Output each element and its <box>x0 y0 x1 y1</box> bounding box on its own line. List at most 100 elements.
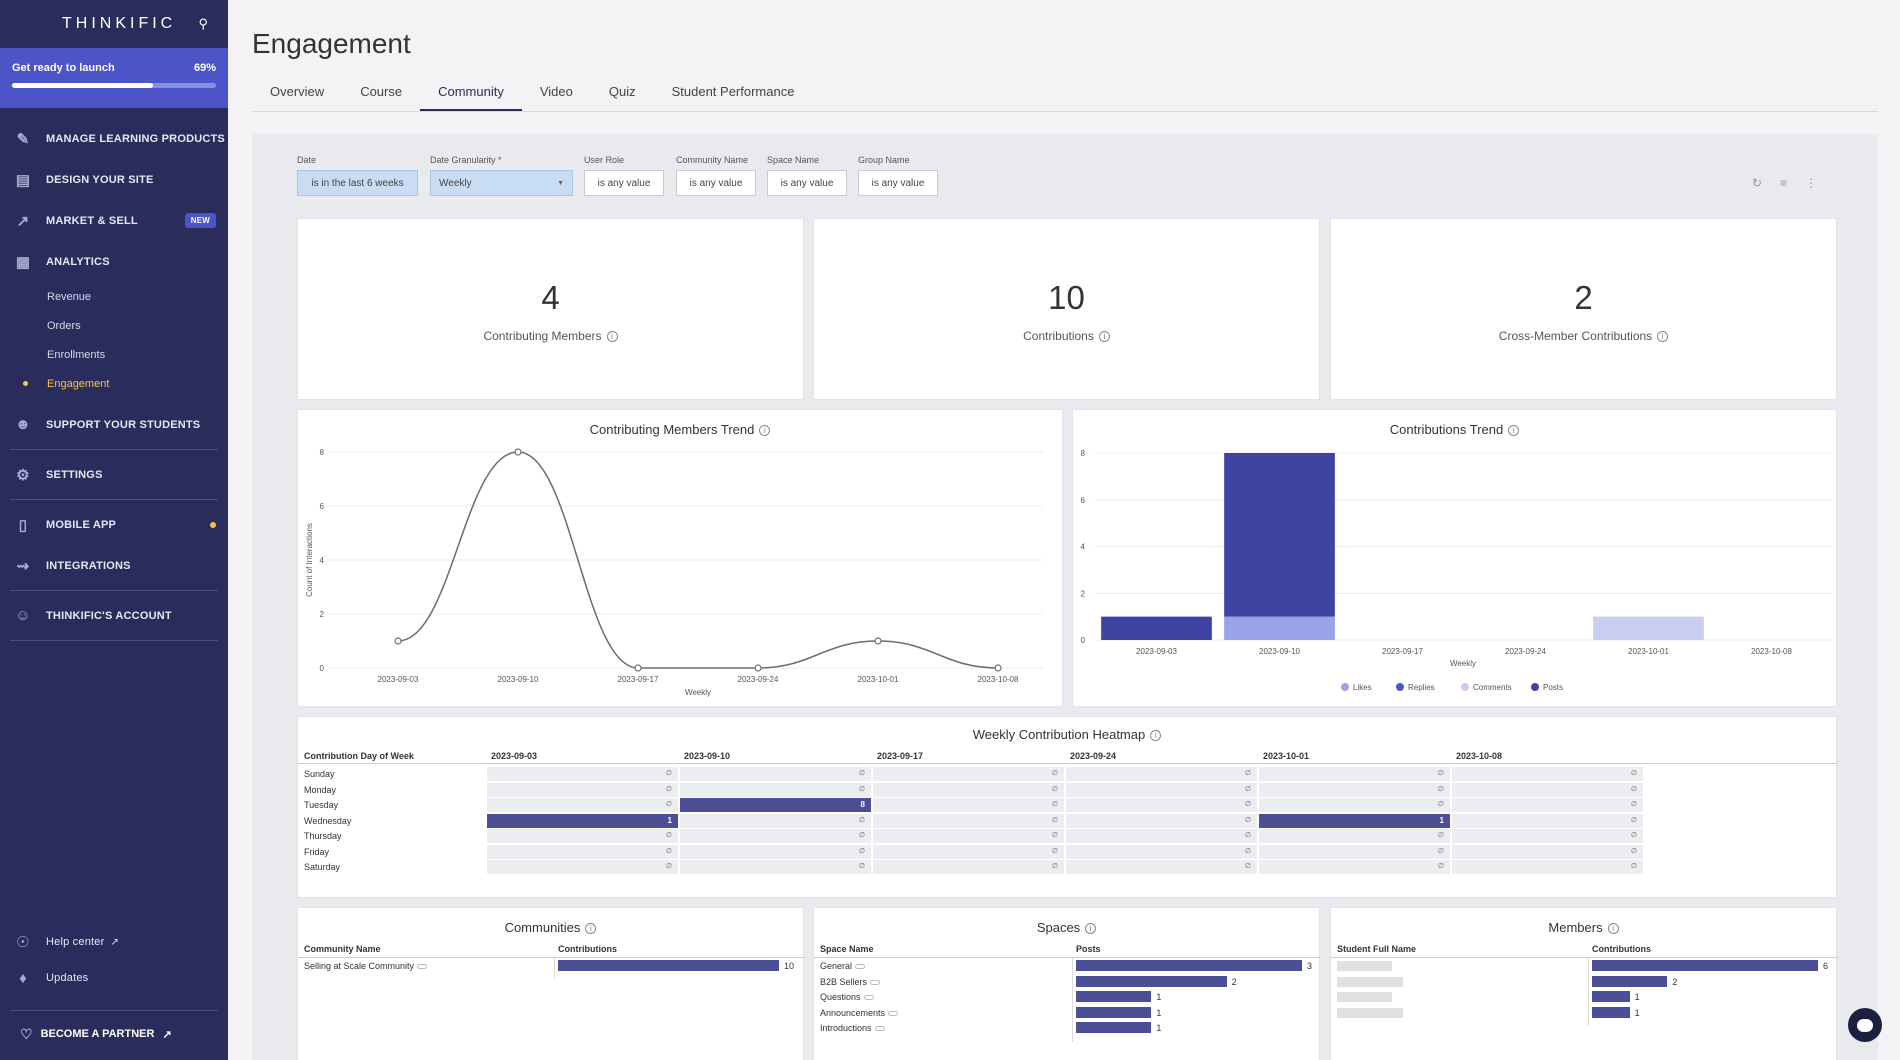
data-point <box>394 637 402 645</box>
heatmap-header-divider <box>298 763 1838 764</box>
heatmap-cell: ∅ <box>1259 782 1451 797</box>
x-tick-label: 2023-09-17 <box>1382 647 1423 656</box>
granularity-select[interactable]: Weekly ▼ <box>430 170 573 196</box>
y-tick-label: 0 <box>1081 636 1086 645</box>
tab-course[interactable]: Course <box>360 84 403 99</box>
tab-overview[interactable]: Overview <box>270 84 325 99</box>
search-icon[interactable]: ⚲ <box>198 16 208 31</box>
sidebar-item-market-sell[interactable]: ↗ MARKET & SELL NEW <box>0 200 228 241</box>
launch-progress[interactable]: Get ready to launch 69% <box>0 48 228 108</box>
notification-dot <box>210 521 216 528</box>
filter-icon[interactable]: ≡ <box>1780 176 1788 190</box>
sidebar-item-integrations[interactable]: ⇝ INTEGRATIONS <box>0 545 228 586</box>
heatmap-column-header: 2023-09-17 <box>877 751 924 761</box>
plug-icon: ⇝ <box>16 557 30 575</box>
sidebar-item-account[interactable]: ☺ THINKIFIC'S ACCOUNT <box>0 595 228 636</box>
kpi-value: 4 <box>541 279 560 316</box>
sidebar-divider <box>10 1010 218 1011</box>
data-point <box>874 637 882 645</box>
kpi-label: Cross-Member Contributions <box>1498 329 1653 343</box>
x-axis-label: Weekly <box>1450 659 1476 668</box>
heatmap-cell: ∅ <box>1066 860 1258 874</box>
heatmap-cell: ∅ <box>680 767 872 781</box>
group-name-filter-field[interactable]: is any value <box>858 170 938 196</box>
heatmap-cell: 1 <box>1259 813 1451 828</box>
sidebar-subitem-revenue[interactable]: Revenue <box>47 290 92 303</box>
info-icon[interactable]: i <box>1098 331 1110 343</box>
more-icon[interactable] <box>870 979 881 985</box>
sidebar-item-mobile-app[interactable]: ▯ MOBILE APP <box>0 504 228 545</box>
user-role-filter-field[interactable]: is any value <box>584 170 664 196</box>
heatmap-column-header: 2023-09-10 <box>684 751 731 761</box>
y-tick-label: 6 <box>1081 496 1086 505</box>
space-name-filter-field[interactable]: is any value <box>767 170 847 196</box>
sidebar-item-settings[interactable]: ⚙ SETTINGS <box>0 454 228 495</box>
sidebar-item-help-center[interactable]: ☉ Help center ↗ <box>0 924 228 960</box>
community-name-filter-field[interactable]: is any value <box>676 170 756 196</box>
heatmap-column-header: 2023-09-03 <box>491 751 538 761</box>
tab-student-performance[interactable]: Student Performance <box>671 84 795 99</box>
chart-title: Weekly Contribution Heatmap <box>972 727 1146 742</box>
brand-logo[interactable]: THINKIFIC <box>62 15 177 32</box>
y-tick-label: 6 <box>320 502 325 511</box>
heatmap-cell: ∅ <box>680 782 872 797</box>
heatmap-row-label: Sunday <box>304 769 335 779</box>
table-column-divider <box>1072 958 1073 1042</box>
tab-quiz[interactable]: Quiz <box>608 84 636 99</box>
sidebar-subitem-enrollments[interactable]: Enrollments <box>47 348 106 361</box>
info-icon[interactable]: i <box>1150 730 1162 742</box>
heatmap-cell: ∅ <box>1066 767 1258 781</box>
sidebar-item-analytics[interactable]: ▦ ANALYTICS <box>0 241 228 282</box>
info-icon[interactable]: i <box>1508 425 1520 437</box>
heatmap-cell: ∅ <box>873 844 1065 859</box>
info-icon[interactable]: i <box>606 331 618 343</box>
date-filter-field[interactable]: is in the last 6 weeks <box>297 170 418 196</box>
info-icon[interactable]: i <box>1085 923 1097 935</box>
info-icon[interactable]: i <box>585 923 597 935</box>
edit-icon: ✎ <box>16 130 30 148</box>
sidebar-bottom-nav: ☉ Help center ↗ ♦ Updates <box>0 924 228 996</box>
sidebar-subitem-engagement[interactable]: Engagement <box>0 369 228 398</box>
sidebar-item-support-your-students[interactable]: ☻ SUPPORT YOUR STUDENTS <box>0 404 228 445</box>
chat-button[interactable] <box>1848 1008 1882 1042</box>
chart-title: Contributing Members Trend <box>589 422 755 437</box>
more-icon[interactable] <box>863 995 874 1001</box>
sidebar-divider <box>10 640 218 641</box>
table-bar <box>1076 960 1302 971</box>
table-column-divider <box>554 958 555 979</box>
table-row-name: B2B Sellers <box>820 977 881 987</box>
sidebar-item-manage-learning-products[interactable]: ✎ MANAGE LEARNING PRODUCTS <box>0 118 228 159</box>
sidebar-item-design-your-site[interactable]: ▤ DESIGN YOUR SITE <box>0 159 228 200</box>
table-bar-value: 2 <box>1672 976 1678 987</box>
table-column-header: Contributions <box>558 944 617 954</box>
become-partner-link[interactable]: ♡ BECOME A PARTNER ↗ <box>0 1016 228 1052</box>
sidebar-item-updates[interactable]: ♦ Updates <box>0 960 228 996</box>
info-icon[interactable]: i <box>1607 923 1619 935</box>
sidebar-divider <box>10 449 218 450</box>
more-icon[interactable]: ⋮ <box>1805 176 1818 190</box>
tab-video[interactable]: Video <box>539 84 573 99</box>
info-icon[interactable]: i <box>759 425 771 437</box>
more-icon[interactable] <box>417 964 428 970</box>
weekly-contribution-heatmap-card: Weekly Contribution Heatmap i Contributio… <box>297 716 1838 898</box>
more-icon[interactable] <box>888 1010 899 1016</box>
tab-community[interactable]: Community <box>420 74 522 111</box>
more-icon[interactable] <box>874 1026 885 1032</box>
row-name-text: General <box>820 961 853 971</box>
bar-segment-comments <box>1593 616 1704 640</box>
sidebar-subitem-orders[interactable]: Orders <box>47 319 81 332</box>
info-icon[interactable]: i <box>1657 331 1669 343</box>
more-icon[interactable] <box>855 964 866 970</box>
dashboard-tools: ↻ ≡ ⋮ <box>1752 176 1817 190</box>
data-point <box>994 664 1002 672</box>
kpi-label: Contributing Members <box>483 329 602 343</box>
legend-entry: Comments <box>1473 683 1512 692</box>
members-card: Members i Student Full Name Contributions 6… <box>1330 907 1838 1060</box>
refresh-icon[interactable]: ↻ <box>1752 176 1763 190</box>
filter-date: Date is in the last 6 weeks <box>297 155 418 196</box>
heatmap-cell: ∅ <box>1452 813 1644 828</box>
data-point <box>754 664 762 672</box>
kpi-card-contributions: 10 Contributions i <box>813 218 1320 400</box>
chart-title-row: Contributions Trend i <box>1073 422 1836 437</box>
bell-icon: ♦ <box>19 969 27 987</box>
